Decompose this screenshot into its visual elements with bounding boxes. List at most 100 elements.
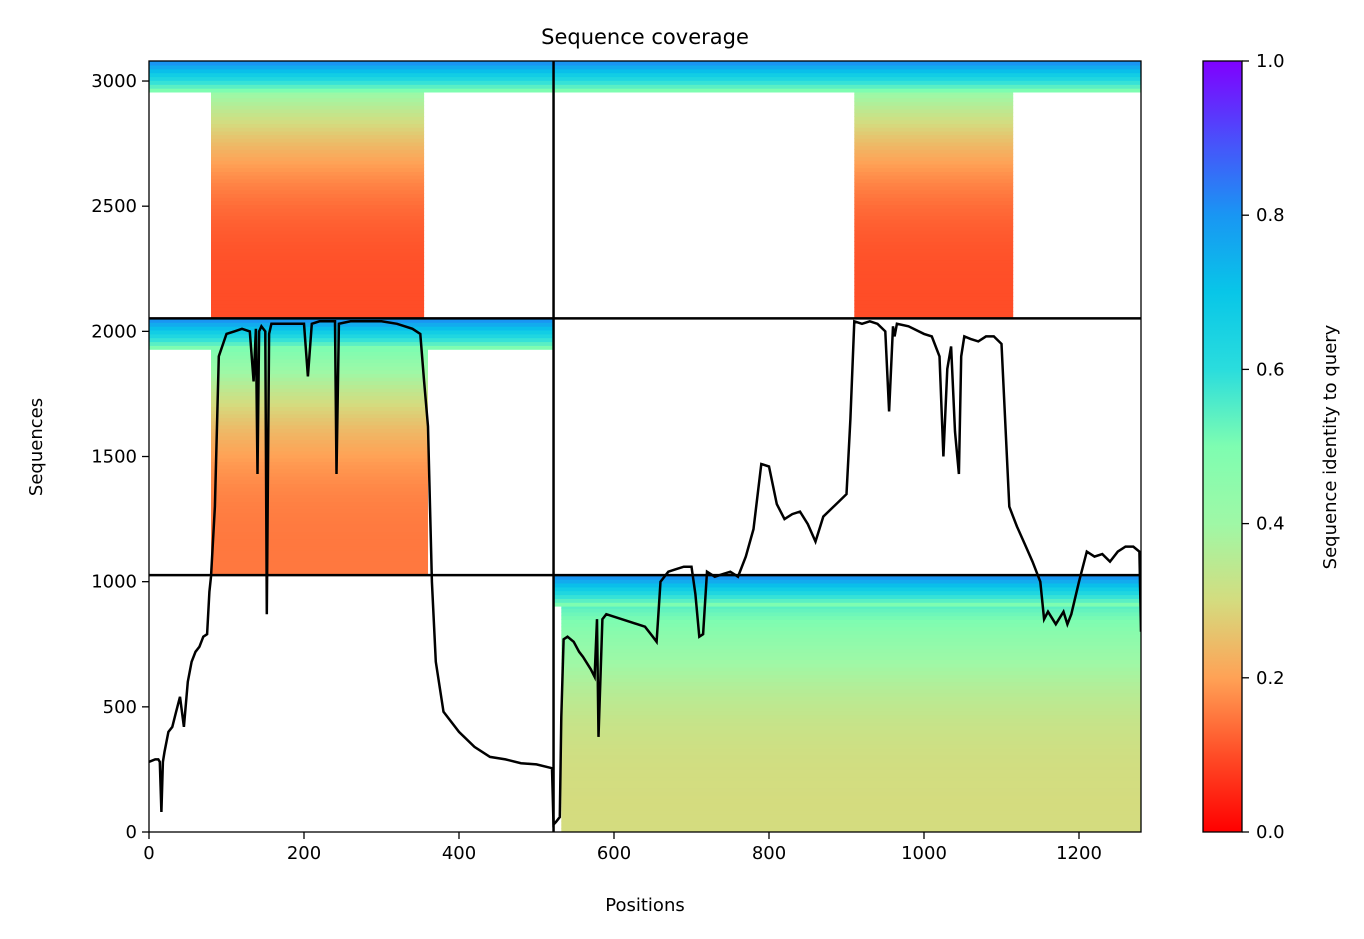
coverage-row <box>211 454 428 459</box>
y-tick-label: 1000 <box>91 572 137 593</box>
high-identity-row <box>553 586 1141 592</box>
coverage-row <box>854 237 1014 242</box>
coverage-row <box>211 494 428 499</box>
coverage-row <box>854 285 1014 290</box>
coverage-row <box>854 288 1014 294</box>
x-tick-label: 600 <box>597 843 631 864</box>
coverage-row <box>211 237 425 242</box>
coverage-row <box>561 641 1141 646</box>
high-identity-row <box>553 80 1141 85</box>
coverage-row <box>561 663 1141 668</box>
high-identity-row <box>553 64 1141 70</box>
coverage-row <box>211 479 428 485</box>
coverage-row <box>211 505 428 510</box>
coverage-row <box>211 285 425 290</box>
coverage-row <box>561 791 1141 796</box>
coverage-row <box>561 677 1141 683</box>
high-identity-row <box>553 61 1141 66</box>
coverage-row <box>854 94 1014 99</box>
coverage-row <box>211 270 425 275</box>
high-identity-row <box>149 322 554 327</box>
coverage-row <box>211 373 428 378</box>
coverage-row <box>561 637 1141 642</box>
coverage-row <box>211 527 428 532</box>
high-identity-row <box>149 84 554 89</box>
y-tick-label: 2500 <box>91 196 137 217</box>
coverage-row <box>211 567 428 573</box>
coverage-row <box>211 384 428 389</box>
high-identity-row <box>149 326 554 331</box>
coverage-row <box>211 465 428 470</box>
coverage-row <box>211 549 428 554</box>
coverage-row <box>854 241 1014 246</box>
coverage-row <box>854 266 1014 272</box>
coverage-row <box>211 182 425 187</box>
coverage-row <box>561 721 1141 727</box>
coverage-row <box>211 108 425 114</box>
coverage-row <box>211 241 425 246</box>
coverage-row <box>211 450 428 455</box>
coverage-row <box>854 303 1014 308</box>
coverage-row <box>561 729 1141 734</box>
coverage-row <box>211 230 425 235</box>
coverage-row <box>211 255 425 261</box>
plot-frame <box>148 60 1142 833</box>
coverage-row <box>561 732 1141 738</box>
coverage-row <box>211 219 425 224</box>
coverage-row <box>211 175 425 180</box>
coverage-row <box>561 769 1141 774</box>
coverage-row <box>854 163 1014 169</box>
high-identity-row <box>149 329 554 335</box>
coverage-row <box>211 490 428 496</box>
coverage-row <box>211 406 428 411</box>
coverage-row <box>561 703 1141 708</box>
coverage-row <box>854 244 1014 250</box>
y-axis-label: Sequences <box>26 398 47 496</box>
colorbar-tick-label: 0.2 <box>1256 668 1285 689</box>
y-tick-label: 3000 <box>91 71 137 92</box>
high-identity-row <box>553 602 1141 607</box>
coverage-row <box>211 556 428 562</box>
x-tick-label: 200 <box>287 843 321 864</box>
coverage-row <box>211 215 425 220</box>
high-identity-row <box>149 341 554 346</box>
coverage-row <box>854 182 1014 187</box>
coverage-row <box>561 714 1141 719</box>
block-boundaries <box>149 61 1141 832</box>
coverage-row <box>561 751 1141 756</box>
coverage-row <box>561 626 1141 631</box>
coverage-row <box>561 743 1141 749</box>
coverage-row <box>211 123 425 128</box>
y-tick-label: 500 <box>103 697 137 718</box>
coverage-row <box>561 615 1141 620</box>
coverage-row <box>854 292 1014 297</box>
coverage-row <box>211 127 425 132</box>
coverage-row <box>561 740 1141 745</box>
coverage-row <box>854 274 1014 279</box>
coverage-row <box>854 255 1014 261</box>
coverage-row <box>561 611 1141 617</box>
coverage-row <box>561 619 1141 624</box>
coverage-row <box>211 355 428 360</box>
coverage-row <box>854 123 1014 128</box>
coverage-row <box>854 208 1014 213</box>
coverage-row <box>211 178 425 183</box>
coverage-row <box>854 296 1014 301</box>
coverage-row <box>211 413 428 418</box>
high-identity-row <box>553 76 1141 81</box>
coverage-row <box>211 204 425 209</box>
coverage-row <box>211 358 428 363</box>
coverage-row <box>211 347 428 352</box>
coverage-row <box>854 186 1014 191</box>
coverage-row <box>211 259 425 264</box>
coverage-row <box>211 248 425 253</box>
coverage-row <box>211 171 425 176</box>
coverage-row <box>211 564 428 569</box>
coverage-row <box>211 531 428 536</box>
coverage-row <box>561 648 1141 653</box>
coverage-row <box>211 457 428 463</box>
coverage-row <box>211 402 428 407</box>
coverage-row <box>854 211 1014 216</box>
coverage-row <box>211 303 425 308</box>
